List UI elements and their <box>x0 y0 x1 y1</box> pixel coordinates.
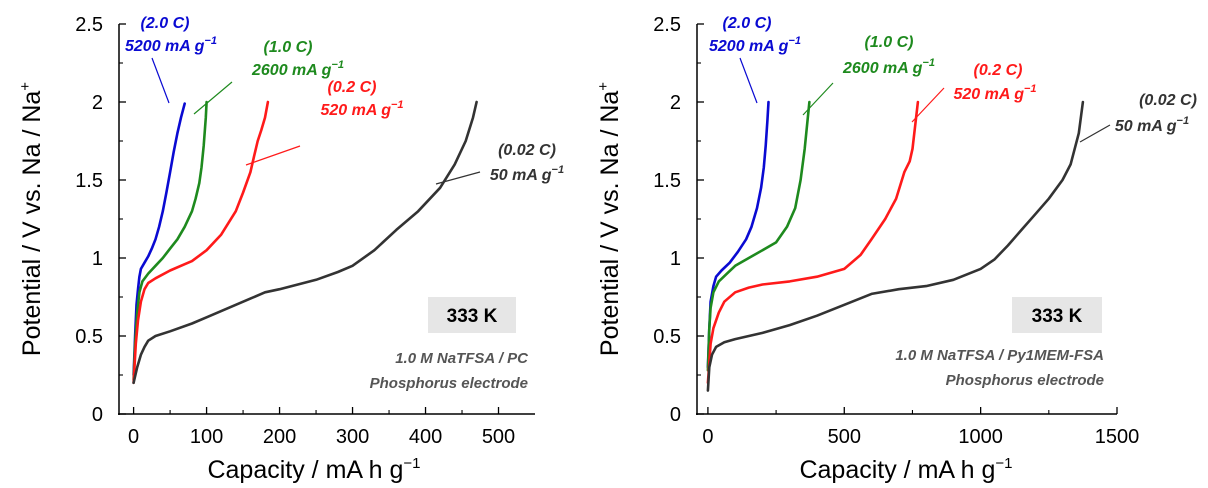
x-tick-label: 100 <box>190 426 223 448</box>
temperature-badge <box>428 297 516 333</box>
series-line-1 <box>706 100 770 369</box>
x-axis-label-sup: −1 <box>995 455 1012 472</box>
y-tick-label: 0 <box>670 404 681 426</box>
y-tick-label: 2 <box>92 92 103 114</box>
series-density-label-sup: −1 <box>922 57 935 69</box>
x-axis-label: Capacity / mA h g−1 <box>207 455 420 484</box>
series-density-label-sup: −1 <box>331 59 344 71</box>
series-density-label-sup: −1 <box>552 164 565 176</box>
series-density-label: 50 mA g−1 <box>490 164 564 184</box>
series-rate-label: (0.2 C) <box>974 62 1023 79</box>
series-density-label: 50 mA g−1 <box>1115 115 1189 135</box>
x-tick-label: 1500 <box>1095 426 1140 448</box>
temperature-label: 333 K <box>447 306 498 327</box>
x-tick-label: 0 <box>702 426 713 448</box>
series-rate-label: (1.0 C) <box>865 34 914 51</box>
series-density-label-sup: −1 <box>788 35 801 47</box>
series-rate-label: (2.0 C) <box>723 15 772 32</box>
series-density-label-main: 2600 mA g <box>251 62 332 79</box>
series-leader-line-1 <box>151 57 170 104</box>
x-tick-label: 300 <box>336 426 369 448</box>
temperature-badge <box>1012 297 1102 333</box>
electrolyte-note: Phosphorus electrode <box>946 372 1104 389</box>
series-rate-label: (0.2 C) <box>328 79 377 96</box>
series-leader-line-4 <box>435 171 481 185</box>
y-tick-label: 2.5 <box>75 14 103 36</box>
series-leader-line-1 <box>739 57 758 104</box>
y-tick-label: 2 <box>670 92 681 114</box>
electrolyte-note: 1.0 M NaTFSA / PC <box>395 350 529 367</box>
x-tick-label: 500 <box>482 426 515 448</box>
y-tick-label: 0.5 <box>653 326 681 348</box>
x-axis-label-main: Capacity / mA h g <box>207 456 403 484</box>
series-density-label-sup: −1 <box>1024 83 1037 95</box>
x-axis-label-sup: −1 <box>403 455 420 472</box>
series-rate-label: (2.0 C) <box>141 15 190 32</box>
series-line-3 <box>132 100 270 385</box>
series-line-4 <box>132 100 478 385</box>
series-density-label-main: 5200 mA g <box>709 38 789 55</box>
series-density-label-main: 5200 mA g <box>125 38 205 55</box>
y-axis-label-main: Potential / V vs. Na / Na <box>18 91 46 356</box>
x-tick-label: 200 <box>263 426 296 448</box>
series-leader-line-3 <box>911 87 945 123</box>
y-axis-label: Potential / V vs. Na / Na+ <box>17 82 46 356</box>
electrolyte-note: 1.0 M NaTFSA / Py1MEM-FSA <box>895 347 1104 364</box>
y-axis-label-sup: + <box>595 82 612 91</box>
series-density-label: 2600 mA g−1 <box>842 57 935 77</box>
temperature-label: 333 K <box>1032 306 1083 327</box>
series-line-4 <box>706 100 1085 392</box>
series-density-label-sup: −1 <box>391 99 404 111</box>
y-tick-label: 2.5 <box>653 14 681 36</box>
series-rate-label: (1.0 C) <box>264 39 313 56</box>
y-tick-label: 1.5 <box>75 170 103 192</box>
series-line-1 <box>132 102 186 377</box>
series-line-3 <box>706 100 920 385</box>
series-rate-label: (0.02 C) <box>498 142 556 159</box>
series-leader-line-2 <box>193 81 233 115</box>
x-tick-label: 1000 <box>958 426 1003 448</box>
series-density-label-sup: −1 <box>204 35 217 47</box>
y-axis-label-main: Potential / V vs. Na / Na <box>596 91 624 356</box>
x-axis-label-main: Capacity / mA h g <box>799 456 995 484</box>
y-tick-label: 1 <box>92 248 103 270</box>
series-line-2 <box>132 100 208 382</box>
series-density-label: 520 mA g−1 <box>953 83 1036 103</box>
y-tick-label: 1.5 <box>653 170 681 192</box>
series-density-label-sup: −1 <box>1177 115 1190 127</box>
series-leader-line-4 <box>1079 124 1111 143</box>
x-tick-label: 500 <box>828 426 861 448</box>
series-leader-line-3 <box>245 145 301 166</box>
chart-1: 0 0.5 1 1.5 2 2.5 0 100 200 300 400 500 Capacity / m… <box>17 14 564 484</box>
series-density-label-main: 520 mA g <box>953 86 1024 103</box>
y-axis-label-sup: + <box>17 82 34 91</box>
x-tick-label: 0 <box>128 426 139 448</box>
series-leader-line-2 <box>802 82 834 116</box>
y-tick-label: 0 <box>92 404 103 426</box>
x-tick-label: 400 <box>409 426 442 448</box>
chart-2: 0 0.5 1 1.5 2 2.5 0 500 1000 1500 Capacity / mA h … <box>595 14 1197 484</box>
series-rate-label: (0.02 C) <box>1139 92 1197 109</box>
series-density-label-main: 50 mA g <box>1115 118 1177 135</box>
series-density-label-main: 520 mA g <box>320 102 391 119</box>
y-axis-label: Potential / V vs. Na / Na+ <box>595 82 624 356</box>
series-density-label: 520 mA g−1 <box>320 99 403 119</box>
y-tick-label: 1 <box>670 248 681 270</box>
series-density-label-main: 50 mA g <box>490 167 552 184</box>
series-density-label-main: 2600 mA g <box>842 60 923 77</box>
series-density-label: 5200 mA g−1 <box>125 35 217 55</box>
series-density-label: 2600 mA g−1 <box>251 59 344 79</box>
series-line-2 <box>706 100 811 372</box>
electrolyte-note: Phosphorus electrode <box>370 375 528 392</box>
x-axis-label: Capacity / mA h g−1 <box>799 455 1012 484</box>
y-tick-label: 0.5 <box>75 326 103 348</box>
series-density-label: 5200 mA g−1 <box>709 35 801 55</box>
